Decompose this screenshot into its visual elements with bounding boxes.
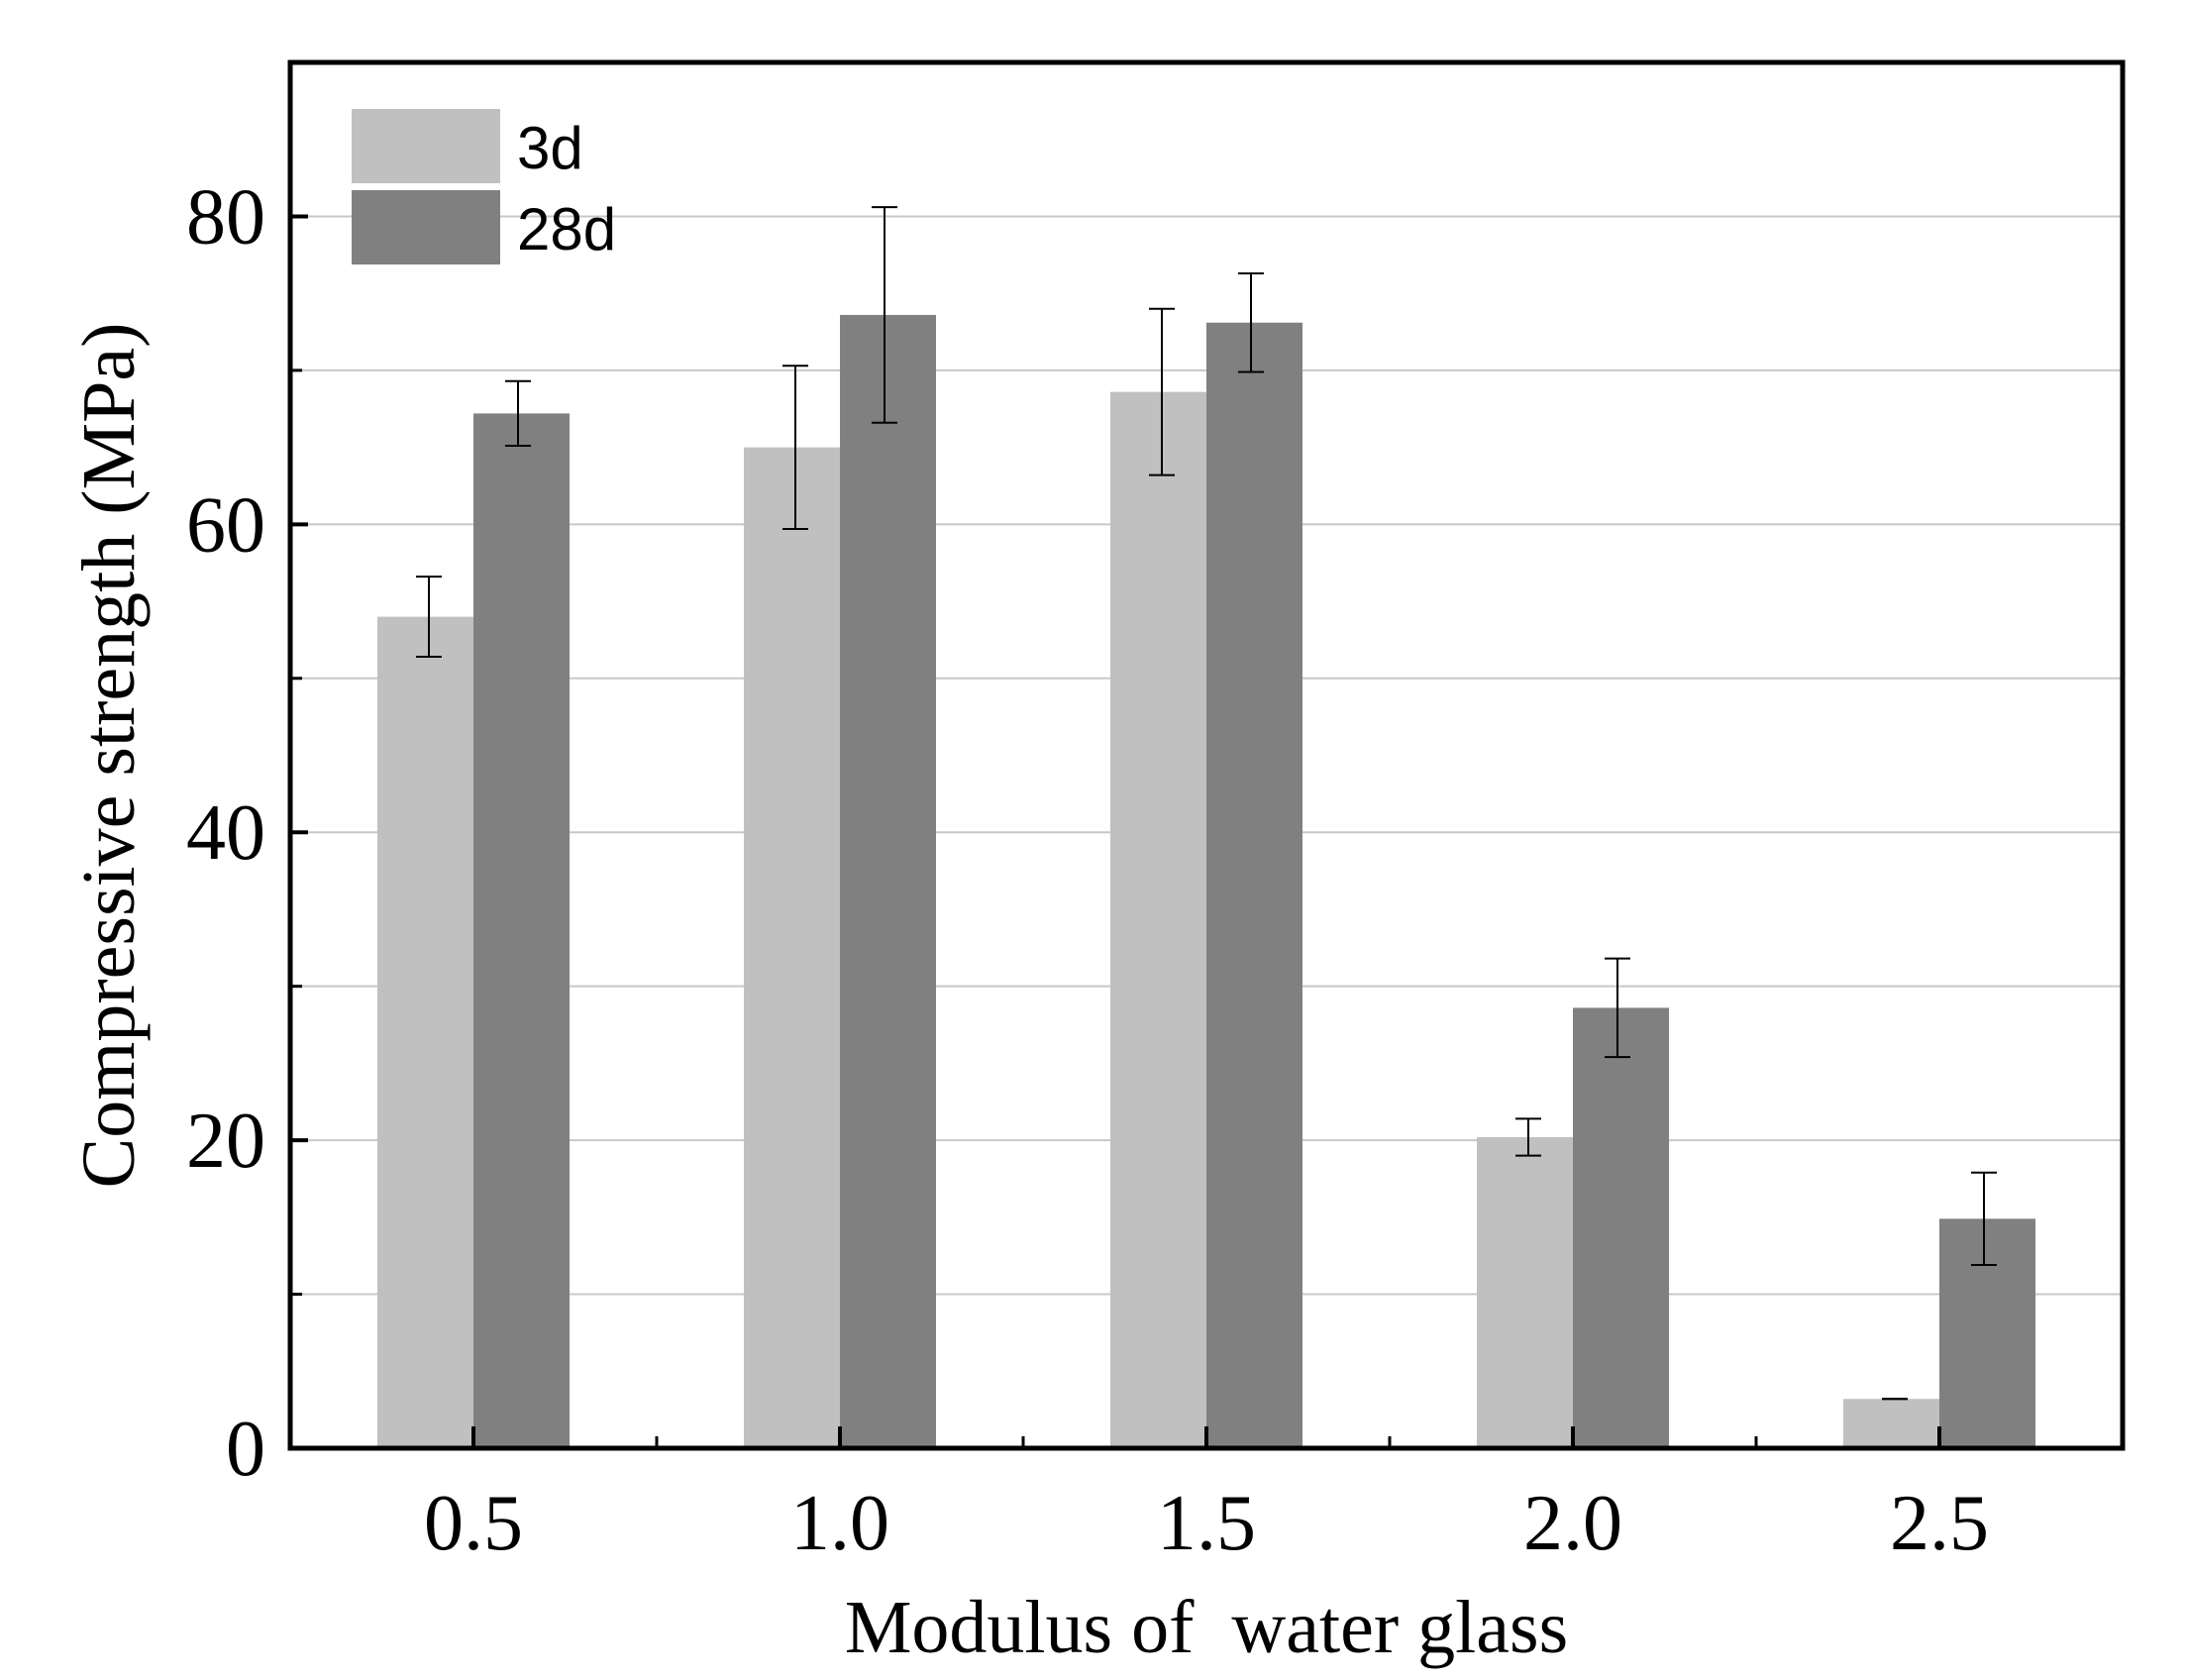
bar-3d-0.5 [377, 616, 473, 1448]
error-bar-28d-1.5 [1238, 271, 1264, 373]
error-bar-3d-1.5 [1149, 307, 1175, 476]
error-bar-28d-2.5 [1971, 1171, 1997, 1267]
x-tick-label: 1.0 [790, 1480, 889, 1567]
bar-28d-1.5 [1206, 322, 1302, 1448]
x-tick-label: 2.0 [1523, 1480, 1622, 1567]
error-bar-28d-1.0 [872, 206, 897, 424]
y-axis-ticks: 0 20 40 60 80 [186, 173, 308, 1493]
bar-28d-2.5 [1939, 1218, 2035, 1448]
legend-label-28d: 28d [517, 196, 616, 262]
y-axis-title: Compressive strength (MPa) [67, 323, 151, 1189]
legend-label-3d: 3d [517, 115, 583, 181]
bar-28d-0.5 [473, 413, 570, 1448]
error-bar-28d-0.5 [505, 379, 531, 448]
x-tick-label: 1.5 [1157, 1480, 1256, 1567]
bar-28d-2.0 [1573, 1007, 1669, 1448]
legend-swatch-28d [352, 190, 500, 264]
bar-3d-1.5 [1110, 391, 1206, 1448]
bar-28d-1.0 [840, 314, 936, 1448]
x-tick-label: 0.5 [424, 1480, 523, 1567]
legend-swatch-3d [352, 109, 500, 183]
x-axis-title: Modulus of water glass [845, 1586, 1568, 1669]
y-tick-label: 60 [186, 481, 265, 569]
y-tick-label: 80 [186, 173, 265, 261]
error-bar-28d-2.0 [1605, 957, 1630, 1059]
error-bar-3d-2.0 [1515, 1117, 1541, 1157]
x-axis-ticks: 0.5 1.0 1.5 2.0 2.5 [424, 1426, 1989, 1567]
y-tick-label: 40 [186, 789, 265, 877]
legend: 3d 28d [352, 109, 616, 264]
bars [377, 314, 2035, 1449]
error-bar-3d-1.0 [782, 365, 808, 530]
bar-3d-1.0 [744, 447, 840, 1449]
error-bar-3d-0.5 [416, 576, 442, 659]
error-bars [416, 206, 1997, 1401]
y-tick-label: 20 [186, 1098, 265, 1185]
bar-3d-2.5 [1843, 1399, 1939, 1448]
bar-3d-2.0 [1477, 1137, 1573, 1448]
y-tick-label: 0 [226, 1406, 265, 1493]
x-tick-label: 2.5 [1890, 1480, 1989, 1567]
